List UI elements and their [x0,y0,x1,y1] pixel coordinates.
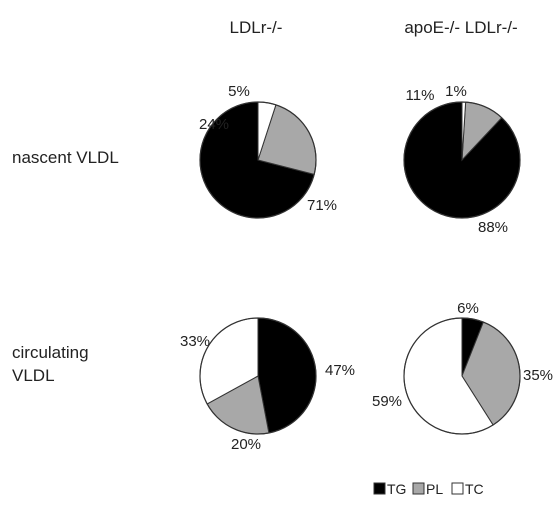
legend: TG PL TC [373,481,484,497]
slice-label-pl: 11% [406,87,435,104]
pie-outline [403,317,521,435]
slice-label-tg: 71% [307,197,337,214]
row-label-nascent-vldl: nascent VLDL [12,148,119,167]
pie-3: 47% 20% 33% [180,317,355,453]
row-label-vldl: VLDL [12,366,55,385]
legend-label-pl: PL [426,481,443,497]
slice-label-tg: 88% [478,219,508,236]
legend-label-tc: TC [465,481,484,497]
pie-outline [199,101,317,219]
column-header-ldlr: LDLr-/- [230,18,283,37]
pie-2: 88% 11% 1% [403,83,521,236]
legend-swatch-tc [451,482,464,495]
pie-4: 6% 35% 59% [372,300,553,435]
legend-swatch-tg [373,482,386,495]
slice-label-pl: 20% [231,436,261,453]
slice-label-tc: 1% [445,83,467,100]
slice-label-tc: 33% [180,333,210,350]
pie-outline [403,101,521,219]
slice-label-tc: 59% [372,393,402,410]
pie-1: 71% 24% 5% [199,83,337,219]
slice-label-tg: 47% [325,362,355,379]
pie-charts: 71% 24% 5% 88% 11% 1% 47% 20% 33% 6% 35% 59% [180,83,553,453]
slice-label-tg: 6% [457,300,479,317]
slice-label-pl: 35% [523,367,553,384]
slice-label-pl: 24% [199,116,229,133]
row-label-circulating: circulating [12,343,89,362]
legend-label-tg: TG [387,481,406,497]
pie-outline [199,317,317,435]
slice-label-tc: 5% [228,83,250,100]
legend-swatch-pl [412,482,425,495]
pie-slice-tg [257,317,317,434]
column-header-apoe-ldlr: apoE-/- LDLr-/- [404,18,517,37]
